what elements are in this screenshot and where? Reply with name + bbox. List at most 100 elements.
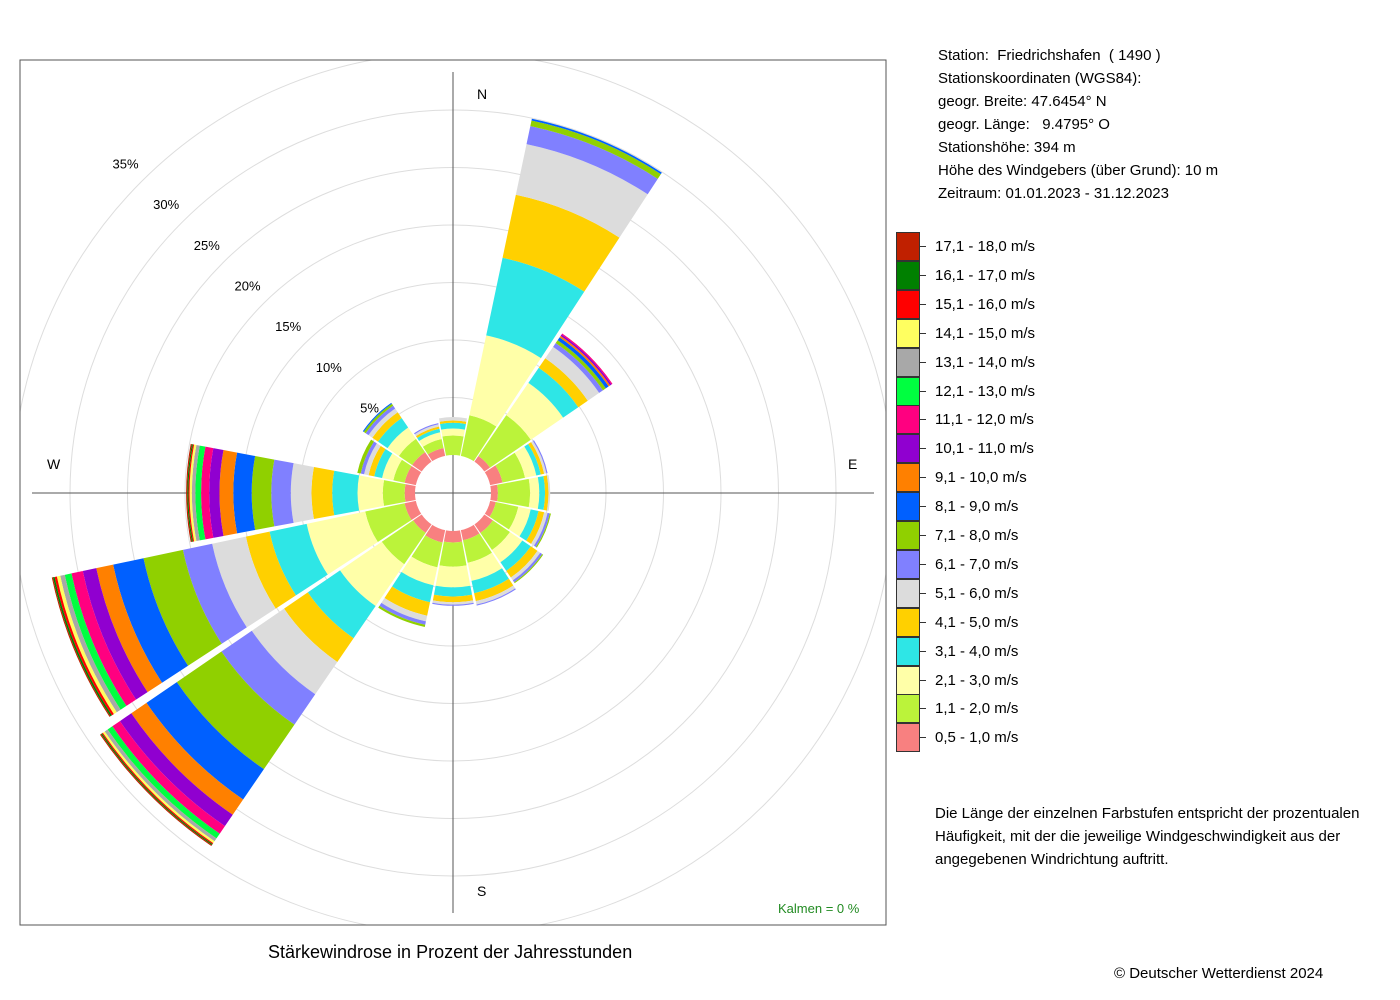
legend-swatch	[896, 289, 920, 319]
segment-ne-7	[555, 340, 606, 391]
segment-ssw-7	[378, 605, 426, 627]
legend-tick	[920, 506, 926, 508]
segment-ne-1	[478, 415, 531, 468]
segment-sse-2	[467, 552, 503, 581]
legend-item: 6,1 - 7,0 m/s	[896, 549, 1096, 579]
legend-label: 9,1 - 10,0 m/s	[935, 469, 1027, 487]
segment-ese-5	[531, 512, 548, 546]
legend-item: 15,1 - 16,0 m/s	[896, 289, 1096, 319]
segment-nnw-6	[414, 423, 439, 435]
legend-tick	[920, 274, 926, 276]
segment-ene-0	[484, 465, 503, 486]
legend-tick	[920, 563, 926, 565]
period: Zeitraum: 01.01.2023 - 31.12.2023	[938, 185, 1169, 202]
segment-nnw-3	[417, 428, 441, 441]
ring-label-10: 10%	[316, 360, 342, 375]
legend-swatch	[896, 636, 920, 666]
chart-caption: Stärkewindrose in Prozent der Jahresstun…	[268, 942, 633, 962]
segment-wsw-10	[82, 568, 148, 700]
segment-sw-4	[284, 592, 354, 662]
segment-w-0	[404, 484, 416, 502]
segment-sse-5	[475, 585, 516, 605]
legend-swatch	[896, 376, 920, 406]
segment-w-9	[219, 450, 238, 536]
segment-ene-4	[528, 442, 545, 475]
legend-swatch	[896, 347, 920, 377]
legend-label: 17,1 - 18,0 m/s	[935, 238, 1036, 255]
legend-swatch	[896, 260, 920, 290]
segment-ssw-1	[411, 535, 443, 568]
segment-ene-1	[495, 452, 526, 483]
segment-nw-2	[387, 427, 416, 456]
segment-se-7	[514, 554, 544, 584]
compass-label-s: S	[477, 883, 486, 899]
legend-tick	[920, 448, 926, 450]
legend-tick	[920, 390, 926, 392]
segment-ene-6	[533, 440, 548, 474]
legend-item: 0,5 - 1,0 m/s	[896, 723, 1096, 753]
legend-swatch	[896, 434, 920, 464]
calm-label: Kalmen = 0 %	[778, 901, 860, 916]
segment-ssw-2	[401, 556, 438, 586]
segment-nw-0	[412, 452, 432, 472]
legend-swatch	[896, 665, 920, 695]
segment-nnw-0	[427, 447, 446, 462]
segment-wnw-6	[360, 441, 377, 475]
segment-ne-4	[538, 358, 588, 408]
segment-ese-3	[519, 509, 539, 541]
segment-wsw-3	[269, 523, 328, 596]
segment-w-5	[290, 463, 314, 523]
segment-e-0	[490, 484, 498, 502]
legend-tick	[920, 303, 926, 305]
segment-sw-7	[176, 651, 295, 770]
segment-wsw-9	[96, 564, 163, 693]
legend-label: 13,1 - 14,0 m/s	[935, 353, 1036, 371]
segment-wsw-11	[71, 571, 137, 706]
segment-w-4	[311, 466, 335, 520]
legend-label: 14,1 - 15,0 m/s	[935, 324, 1036, 342]
segment-wsw-1	[365, 503, 412, 543]
ring-label-20: 20%	[234, 279, 260, 294]
segment-e-3	[537, 476, 546, 510]
compass-label-e: E	[848, 456, 857, 472]
legend-label: 10,1 - 11,0 m/s	[935, 440, 1034, 458]
legend-item: 4,1 - 5,0 m/s	[896, 607, 1096, 637]
legend-swatch	[896, 723, 920, 753]
legend-swatch	[896, 318, 920, 348]
segment-nne-2	[469, 335, 541, 427]
segment-nnw-1	[422, 438, 444, 455]
legend-item: 8,1 - 9,0 m/s	[896, 492, 1096, 522]
segment-ne-0	[474, 455, 491, 472]
segment-e-5	[546, 475, 551, 511]
copyright: © Deutscher Wetterdienst 2024	[1114, 965, 1324, 982]
segment-se-4	[506, 546, 538, 578]
segment-w-3	[332, 470, 360, 516]
legend-tick	[920, 737, 926, 739]
legend-swatch	[896, 232, 920, 261]
plot-frame	[19, 59, 887, 926]
segment-sw-12	[107, 726, 220, 839]
legend-label: 6,1 - 7,0 m/s	[935, 555, 1019, 573]
segment-nnw-5	[414, 424, 439, 437]
segment-w-15	[188, 444, 195, 542]
legend-tick	[920, 332, 926, 334]
segment-wsw-7	[143, 549, 222, 666]
segment-w-13	[191, 444, 200, 542]
legend-label: 2,1 - 3,0 m/s	[935, 671, 1019, 689]
legend-tick	[920, 361, 926, 363]
segment-wsw-4	[245, 531, 296, 609]
legend-label: 7,1 - 8,0 m/s	[935, 527, 1019, 544]
station-longitude: geogr. Länge: 9.4795° O	[938, 116, 1110, 133]
segment-se-0	[474, 514, 493, 533]
legend-tick	[920, 650, 926, 652]
segment-sw-9	[131, 702, 244, 815]
segment-sw-2	[340, 541, 405, 606]
legend-swatch	[896, 492, 920, 522]
legend-label: 1,1 - 2,0 m/s	[935, 700, 1019, 718]
segment-wnw-1	[393, 459, 412, 483]
segment-ese-7	[535, 513, 551, 548]
legend-item: 5,1 - 6,0 m/s	[896, 578, 1096, 608]
segment-nnw-4	[415, 426, 440, 439]
legend-label: 5,1 - 6,0 m/s	[935, 584, 1019, 602]
